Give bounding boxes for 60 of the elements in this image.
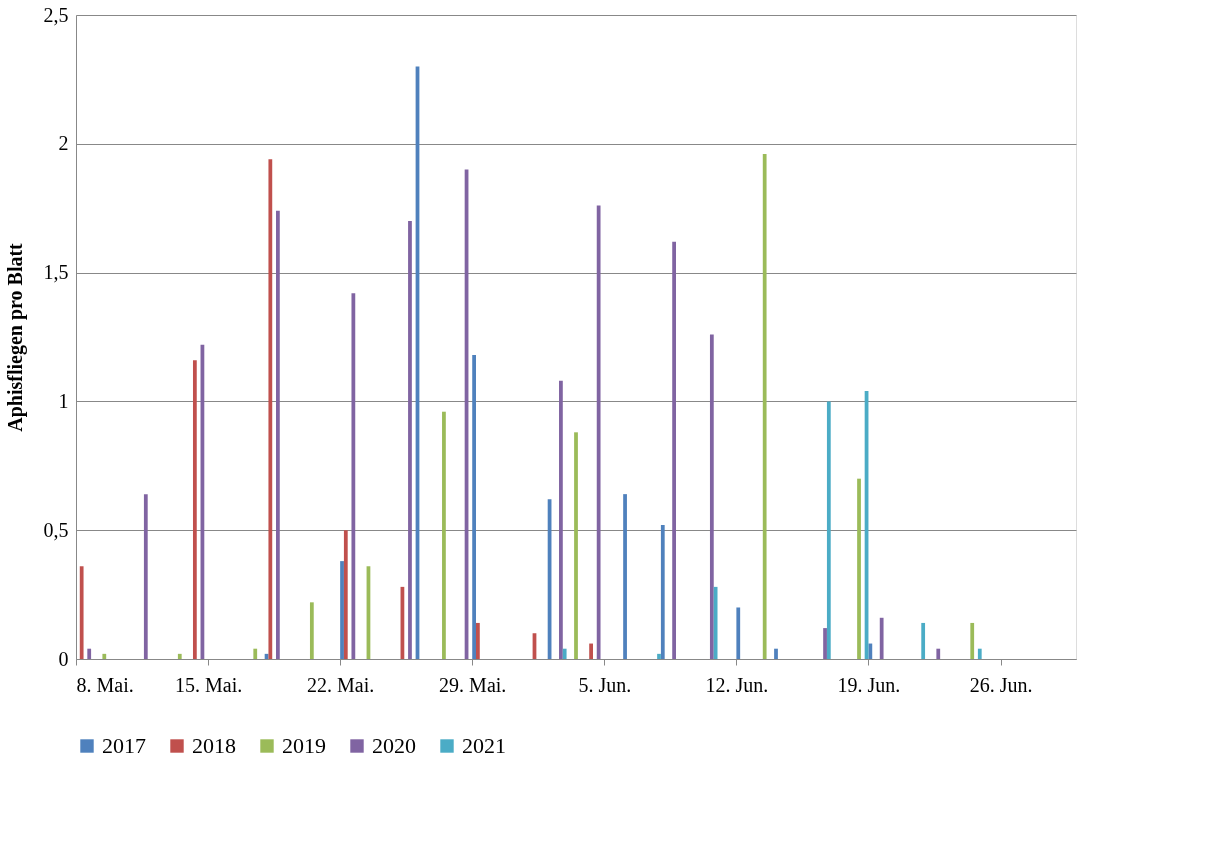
y-axis-title: Aphisfliegen pro Blatt bbox=[3, 242, 27, 432]
bar bbox=[343, 530, 348, 659]
x-tick-label: 19. Jun. bbox=[837, 673, 901, 696]
legend-label: 2019 bbox=[282, 733, 326, 758]
bar bbox=[970, 622, 975, 659]
bar bbox=[562, 648, 567, 659]
x-tick-label: 22. Mai. bbox=[307, 673, 375, 696]
y-tick-label: 1 bbox=[58, 389, 69, 412]
bar bbox=[351, 293, 356, 659]
bar bbox=[823, 628, 827, 659]
legend-label: 2018 bbox=[192, 733, 236, 758]
x-tick-label: 8. Mai. bbox=[76, 673, 134, 696]
bar bbox=[736, 607, 741, 659]
y-tick-label: 0 bbox=[58, 647, 69, 670]
bar bbox=[476, 622, 480, 659]
bar bbox=[936, 648, 941, 659]
bar bbox=[276, 210, 280, 659]
bar bbox=[672, 241, 676, 659]
y-tick-label: 0,5 bbox=[43, 518, 69, 541]
bar bbox=[559, 380, 563, 659]
y-tick-label: 2,5 bbox=[43, 3, 69, 26]
legend-label: 2017 bbox=[102, 733, 146, 758]
bar bbox=[574, 432, 578, 659]
bar bbox=[192, 360, 197, 659]
legend-label: 2021 bbox=[462, 733, 506, 758]
bar bbox=[472, 355, 476, 659]
bar bbox=[87, 648, 92, 659]
bar bbox=[253, 648, 258, 659]
x-tick-label: 26. Jun. bbox=[969, 673, 1033, 696]
bar bbox=[268, 159, 273, 659]
bar bbox=[713, 586, 718, 659]
bar bbox=[826, 401, 831, 659]
bar bbox=[857, 478, 861, 659]
x-tick-label: 29. Mai. bbox=[439, 673, 507, 696]
bar bbox=[774, 648, 778, 659]
bar bbox=[709, 334, 714, 659]
x-tick-label: 15. Mai. bbox=[174, 673, 243, 696]
x-tick-label: 5. Jun. bbox=[578, 673, 632, 696]
bar bbox=[657, 653, 661, 659]
bar bbox=[596, 205, 601, 659]
bar bbox=[977, 648, 982, 659]
bar bbox=[879, 617, 884, 659]
bar bbox=[143, 494, 148, 659]
bar bbox=[79, 566, 84, 659]
bar bbox=[660, 525, 665, 659]
y-tick-label: 2 bbox=[58, 132, 69, 155]
bar bbox=[623, 494, 627, 659]
legend-label: 2020 bbox=[372, 733, 416, 758]
y-tick-label: 1,5 bbox=[43, 261, 69, 284]
bar bbox=[309, 602, 314, 659]
bar bbox=[102, 653, 107, 659]
bar bbox=[921, 622, 926, 659]
bar bbox=[762, 154, 767, 659]
bar bbox=[442, 411, 446, 659]
bar bbox=[340, 561, 344, 659]
bar bbox=[589, 643, 593, 659]
bar bbox=[868, 643, 873, 659]
x-tick-label: 12. Jun. bbox=[705, 673, 769, 696]
bar bbox=[177, 653, 182, 659]
bar bbox=[408, 221, 412, 659]
